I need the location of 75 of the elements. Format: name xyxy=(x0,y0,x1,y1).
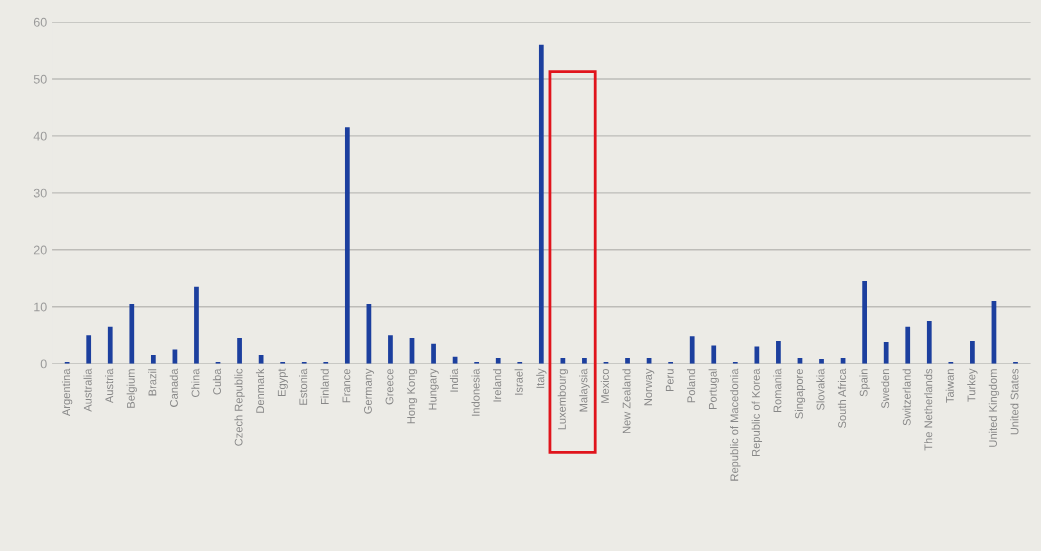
bar xyxy=(107,326,113,364)
x-tick-label: Czech Republic xyxy=(234,368,245,446)
x-tick-label: South Africa xyxy=(837,368,847,428)
bar xyxy=(431,343,436,364)
y-tick-label: 50 xyxy=(33,74,47,84)
x-tick-label: Ireland xyxy=(493,369,502,402)
x-tick-label: Finland xyxy=(320,369,329,405)
x-tick-label: Egypt xyxy=(277,368,288,397)
x-tick-label: Poland xyxy=(687,369,696,403)
x-tick-label: New Zealand xyxy=(622,369,631,434)
y-tick-label: 30 xyxy=(33,188,47,198)
x-tick-label: Portugal xyxy=(708,369,719,409)
x-tick-label: Austria xyxy=(105,368,114,404)
x-tick-label: Belgium xyxy=(126,369,137,408)
y-tick-label: 10 xyxy=(34,302,47,312)
bar xyxy=(905,326,911,364)
x-tick-label: The Netherlands xyxy=(924,368,933,451)
x-tick-label: Brazil xyxy=(148,369,157,396)
x-tick-label: Switzerland xyxy=(902,369,911,426)
x-tick-label: Hong Kong xyxy=(407,369,418,424)
x-tick-label: China xyxy=(191,368,200,397)
x-tick-label: India xyxy=(449,368,459,392)
x-tick-label: Germany xyxy=(364,368,375,414)
bar xyxy=(819,359,824,364)
y-tick-label: 20 xyxy=(33,245,47,255)
x-tick-label: United Kingdom xyxy=(988,369,1000,447)
x-tick-label: Malaysia xyxy=(579,368,590,412)
bar xyxy=(495,357,501,364)
bar xyxy=(689,336,695,364)
x-tick-label: Singapore xyxy=(794,369,806,419)
x-tick-label: Israel xyxy=(514,369,523,395)
bar xyxy=(194,286,199,364)
x-tick-label: Australia xyxy=(83,368,92,412)
x-tick-label: Denmark xyxy=(255,368,265,413)
bar xyxy=(711,345,717,364)
bar xyxy=(150,355,156,364)
x-tick-label: Turkey xyxy=(967,368,978,402)
bar xyxy=(538,44,544,364)
bar xyxy=(754,346,760,364)
x-tick-label: France xyxy=(342,369,351,403)
bar xyxy=(582,357,587,364)
bar xyxy=(862,281,867,364)
bar xyxy=(970,340,975,364)
x-tick-label: Mexico xyxy=(600,368,609,403)
bar xyxy=(344,127,350,364)
bar xyxy=(625,357,630,364)
bar xyxy=(776,340,781,364)
bar xyxy=(883,342,889,364)
x-tick-label: Argentina xyxy=(61,368,73,417)
x-tick-label: Romania xyxy=(773,368,782,413)
x-tick-label: Sweden xyxy=(881,369,890,409)
bar xyxy=(926,320,932,364)
x-tick-label: Cuba xyxy=(212,368,221,395)
bar xyxy=(86,335,92,364)
x-tick-label: Spain xyxy=(859,369,870,397)
bar xyxy=(388,335,393,364)
x-tick-label: Peru xyxy=(665,369,674,392)
x-tick-label: Indonesia xyxy=(471,368,480,416)
x-tick-label: Taiwan xyxy=(945,369,954,403)
x-tick-label: Canada xyxy=(169,368,178,407)
x-tick-label: Republic of Korea xyxy=(751,368,763,456)
x-tick-label: Republic of Macedonia xyxy=(730,368,741,481)
x-tick-label: United States xyxy=(1010,368,1019,435)
x-tick-label: Norway xyxy=(644,368,655,406)
y-tick-label: 0 xyxy=(40,359,47,369)
x-tick-label: Italy xyxy=(536,368,547,388)
bar xyxy=(129,303,135,364)
y-tick-label: 60 xyxy=(33,17,47,27)
x-tick-label: Hungary xyxy=(428,368,439,410)
bar xyxy=(237,338,242,364)
x-tick-label: Luxembourg xyxy=(557,369,569,430)
x-tick-label: Slovakia xyxy=(816,368,825,411)
x-tick-label: Estonia xyxy=(299,368,308,405)
y-tick-label: 40 xyxy=(33,131,47,141)
x-tick-label: Greece xyxy=(385,369,394,405)
